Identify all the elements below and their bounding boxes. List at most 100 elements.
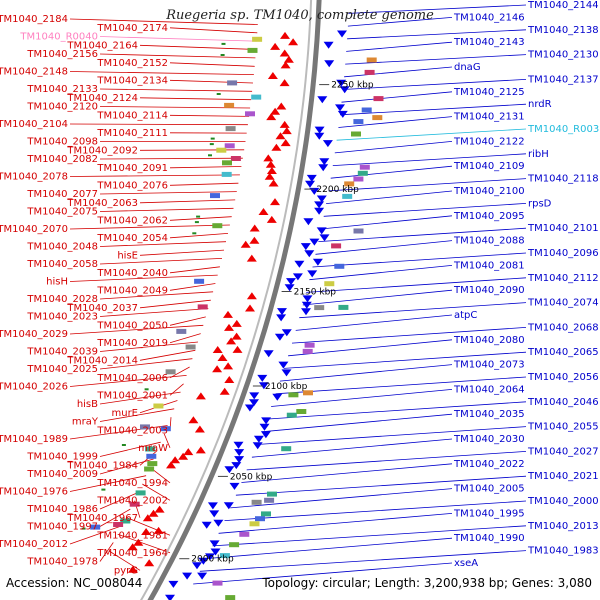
right-gene-label[interactable]: TM1040_2081 [453, 260, 525, 271]
left-gene-label[interactable]: TM1040_R0040 [19, 32, 98, 43]
right-gene-label[interactable]: TM1040_2021 [527, 471, 599, 482]
left-gene-label[interactable]: TM1040_2028 [26, 294, 98, 305]
left-gene-label[interactable]: TM1040_1978 [26, 557, 98, 568]
right-gene-label[interactable]: TM1040_2144 [527, 0, 599, 11]
left-gene-label[interactable]: TM1040_2104 [0, 119, 68, 130]
left-gene-label[interactable]: hisH [46, 277, 68, 288]
right-gene-label[interactable]: dnaG [454, 62, 481, 73]
right-gene-label[interactable]: TM1040_2112 [527, 273, 599, 284]
left-gene-label[interactable]: TM1040_2091 [96, 163, 168, 174]
left-gene-label[interactable]: TM1040_2134 [96, 75, 168, 86]
left-gene-label[interactable]: TM1040_2054 [96, 233, 168, 244]
right-gene-label[interactable]: TM1040_2100 [453, 186, 525, 197]
left-gene-label[interactable]: TM1040_2040 [96, 268, 168, 279]
right-gene-label[interactable]: TM1040_2138 [527, 25, 599, 36]
left-gene-label[interactable]: TM1040_2148 [0, 67, 68, 78]
right-gene-label[interactable]: TM1040_2064 [453, 384, 525, 395]
left-gene-label[interactable]: TM1040_2092 [66, 145, 138, 156]
left-gene-label[interactable]: TM1040_1964 [96, 548, 168, 559]
right-gene-label[interactable]: TM1040_2130 [527, 50, 599, 61]
left-gene-label[interactable]: pyrG [114, 565, 138, 576]
right-gene-label[interactable]: TM1040_2101 [527, 223, 599, 234]
right-gene-label[interactable]: TM1040_2055 [527, 422, 599, 433]
left-gene-label[interactable]: mraW [138, 443, 168, 454]
right-gene-label[interactable]: TM1040_2022 [453, 459, 525, 470]
left-gene-label[interactable]: TM1040_2133 [26, 84, 98, 95]
left-gene-label[interactable]: TM1040_2156 [26, 49, 98, 60]
left-gene-label[interactable]: TM1040_2006 [96, 373, 168, 384]
left-gene-label[interactable]: hisE [117, 250, 138, 261]
left-gene-label[interactable]: TM1040_2001 [96, 390, 168, 401]
right-gene-label[interactable]: TM1040_R0038 [527, 124, 600, 135]
right-gene-label[interactable]: TM1040_1990 [453, 533, 525, 544]
left-gene-label[interactable]: TM1040_2184 [0, 14, 68, 25]
left-gene-label[interactable]: TM1040_1967 [66, 513, 138, 524]
left-gene-label[interactable]: hisB [77, 399, 98, 410]
right-gene-label[interactable]: TM1040_2090 [453, 285, 525, 296]
left-gene-label[interactable]: TM1040_2025 [26, 364, 98, 375]
left-gene-label[interactable]: TM1040_2058 [26, 259, 98, 270]
left-gene-label[interactable]: TM1040_1999 [26, 452, 98, 463]
left-gene-label[interactable]: TM1040_2012 [0, 539, 68, 550]
left-gene-label[interactable]: TM1040_2062 [96, 215, 168, 226]
left-gene-label[interactable]: TM1040_2009 [26, 469, 98, 480]
left-gene-label[interactable]: TM1040_2070 [0, 224, 68, 235]
right-gene-label[interactable]: TM1040_2046 [527, 397, 599, 408]
left-gene-label[interactable]: TM1040_2037 [66, 303, 138, 314]
left-gene-label[interactable]: TM1040_2111 [96, 128, 168, 139]
right-gene-label[interactable]: TM1040_2000 [527, 496, 599, 507]
left-gene-label[interactable]: TM1040_2003 [96, 425, 168, 436]
right-gene-label[interactable]: nrdR [528, 99, 552, 110]
left-gene-label[interactable]: TM1040_2019 [96, 338, 168, 349]
left-gene-label[interactable]: TM1040_2050 [96, 320, 168, 331]
right-gene-label[interactable]: TM1040_2074 [527, 298, 599, 309]
right-gene-label[interactable]: TM1040_2109 [453, 161, 525, 172]
right-gene-label[interactable]: TM1040_2056 [527, 372, 599, 383]
right-gene-label[interactable]: TM1040_2122 [453, 136, 525, 147]
left-gene-label[interactable]: TM1040_2164 [66, 40, 138, 51]
right-gene-label[interactable]: TM1040_2088 [453, 236, 525, 247]
left-gene-label[interactable]: TM1040_1989 [0, 434, 68, 445]
right-gene-label[interactable]: TM1040_2013 [527, 521, 599, 532]
left-gene-label[interactable]: TM1040_2077 [26, 189, 98, 200]
right-gene-label[interactable]: TM1040_2030 [453, 434, 525, 445]
left-gene-label[interactable]: TM1040_2014 [66, 355, 138, 366]
right-gene-label[interactable]: rpsD [528, 198, 552, 209]
left-gene-label[interactable]: TM1040_2048 [26, 242, 98, 253]
right-gene-label[interactable]: ribH [528, 149, 549, 160]
left-gene-label[interactable]: TM1040_1981 [96, 530, 168, 541]
left-gene-label[interactable]: TM1040_2076 [96, 180, 168, 191]
left-gene-label[interactable]: TM1040_1976 [0, 487, 68, 498]
left-gene-label[interactable]: TM1040_2078 [0, 172, 68, 183]
left-gene-label[interactable]: TM1040_1984 [66, 460, 138, 471]
right-gene-label[interactable]: TM1040_2131 [453, 112, 525, 123]
left-gene-label[interactable]: TM1040_2120 [26, 102, 98, 113]
right-gene-label[interactable]: TM1040_2143 [453, 37, 525, 48]
left-gene-label[interactable]: TM1040_2049 [96, 285, 168, 296]
left-gene-label[interactable]: TM1040_1997 [26, 522, 98, 533]
left-gene-label[interactable]: TM1040_2098 [26, 137, 98, 148]
left-gene-label[interactable]: TM1040_1986 [26, 504, 98, 515]
left-gene-label[interactable]: TM1040_2114 [96, 110, 168, 121]
right-gene-label[interactable]: TM1040_2027 [527, 446, 599, 457]
left-gene-label[interactable]: TM1040_2039 [26, 347, 98, 358]
right-gene-label[interactable]: TM1040_2073 [453, 360, 525, 371]
right-gene-label[interactable]: TM1040_1995 [453, 508, 525, 519]
left-gene-label[interactable]: TM1040_2063 [66, 198, 138, 209]
right-gene-label[interactable]: TM1040_2005 [453, 484, 525, 495]
right-gene-label[interactable]: TM1040_2118 [527, 174, 599, 185]
right-gene-label[interactable]: TM1040_2095 [453, 211, 525, 222]
right-gene-label[interactable]: TM1040_2146 [453, 12, 525, 23]
left-gene-label[interactable]: TM1040_2002 [96, 495, 168, 506]
right-gene-label[interactable]: TM1040_2065 [527, 347, 599, 358]
left-gene-label[interactable]: TM1040_2026 [0, 382, 68, 393]
right-gene-label[interactable]: TM1040_2035 [453, 409, 525, 420]
right-gene-label[interactable]: TM1040_2080 [453, 335, 525, 346]
left-gene-label[interactable]: TM1040_2124 [66, 93, 138, 104]
right-gene-label[interactable]: TM1040_2068 [527, 322, 599, 333]
left-gene-label[interactable]: TM1040_2029 [0, 329, 68, 340]
left-gene-label[interactable]: TM1040_2082 [26, 154, 98, 165]
left-gene-label[interactable]: TM1040_2023 [26, 312, 98, 323]
right-gene-label[interactable]: atpC [454, 310, 477, 321]
left-gene-label[interactable]: TM1040_2075 [26, 207, 98, 218]
